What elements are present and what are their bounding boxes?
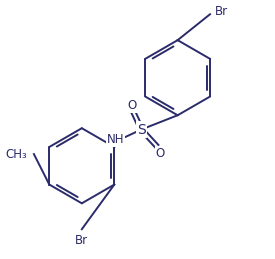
Text: CH₃: CH₃ [6,148,28,161]
Text: O: O [128,99,137,112]
Text: Br: Br [75,234,88,247]
Text: NH: NH [107,133,124,146]
Text: Br: Br [215,5,228,18]
Text: S: S [137,123,146,136]
Text: O: O [155,147,165,160]
